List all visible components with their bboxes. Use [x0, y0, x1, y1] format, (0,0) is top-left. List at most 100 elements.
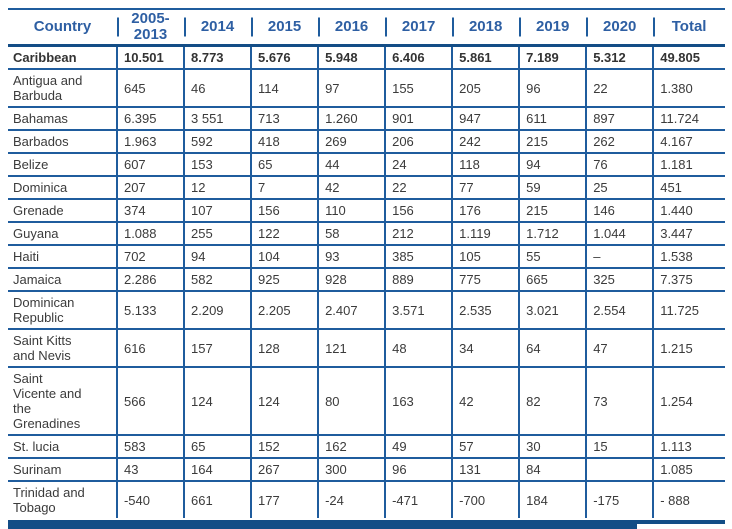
table-row-grenade: Grenade 374 107 156 110 156 176 215 146 1.440: [8, 199, 725, 222]
value-cell: 901: [384, 107, 453, 130]
value-cell: 55: [518, 245, 587, 268]
value-cell: 3 551: [182, 107, 252, 130]
value-cell: 925: [250, 268, 319, 291]
value-cell: 1.440: [652, 199, 725, 222]
value-cell: 6.395: [115, 107, 184, 130]
value-cell: 48: [384, 329, 453, 367]
value-cell: 451: [652, 176, 725, 199]
table-row-guyana: Guyana 1.088 255 122 58 212 1.119 1.712 1.044 3.4…: [8, 222, 725, 245]
value-cell: 30: [518, 435, 587, 458]
value-cell: 1.380: [652, 69, 725, 107]
value-cell: –: [585, 245, 654, 268]
value-cell: 96: [518, 69, 587, 107]
value-cell: 1.963: [115, 130, 184, 153]
value-cell: 583: [115, 435, 184, 458]
table-row-bahamas: Bahamas 6.395 3 551 713 1.260 901 947 611 897 11.…: [8, 107, 725, 130]
table-row-antigua-and-barbuda: Antigua and Barbuda 645 46 114 97 155 205 96 22 1…: [8, 69, 725, 107]
value-cell: 1.260: [317, 107, 386, 130]
value-cell: -175: [585, 481, 654, 518]
value-cell: 8.773: [182, 45, 252, 69]
value-cell: 1.113: [652, 435, 725, 458]
value-cell: 1.254: [652, 367, 725, 435]
column-divider-bar: [184, 17, 186, 37]
value-cell: 207: [115, 176, 184, 199]
value-cell: 184: [518, 481, 587, 518]
country-name-cell: Saint Kitts and Nevis: [13, 333, 72, 363]
country-name-cell: Bahamas: [13, 111, 68, 126]
value-cell: 176: [451, 199, 520, 222]
value-cell: 22: [384, 176, 453, 199]
value-cell: 262: [585, 130, 654, 153]
value-cell: -471: [384, 481, 453, 518]
value-cell: 1.181: [652, 153, 725, 176]
value-cell: 5.312: [585, 45, 654, 69]
column-header-total: Total: [653, 9, 725, 46]
value-cell: 47: [585, 329, 654, 367]
value-cell: 665: [518, 268, 587, 291]
value-cell: 124: [182, 367, 252, 435]
value-cell: 64: [518, 329, 587, 367]
value-cell: 242: [451, 130, 520, 153]
value-cell: 897: [585, 107, 654, 130]
value-cell: 1.119: [451, 222, 520, 245]
value-cell: 385: [384, 245, 453, 268]
table-row-dominica: Dominica 207 12 7 42 22 77 59 25 451: [8, 176, 725, 199]
value-cell: 592: [182, 130, 252, 153]
value-cell: 11.724: [652, 107, 725, 130]
table-bottom-border: [8, 520, 725, 529]
value-cell: 1.712: [518, 222, 587, 245]
value-cell: 11.725: [652, 291, 725, 329]
document-page: Country 2005-2013 2014 2015 2016 2017 2018 2019…: [8, 8, 725, 529]
country-name-cell: Belize: [13, 157, 49, 172]
value-cell: 44: [317, 153, 386, 176]
value-cell: 94: [518, 153, 587, 176]
country-name-cell: Dominica: [13, 180, 68, 195]
value-cell: 215: [518, 130, 587, 153]
value-cell: 325: [585, 268, 654, 291]
value-cell: 947: [451, 107, 520, 130]
value-cell: 1.088: [115, 222, 184, 245]
value-cell: 3.021: [518, 291, 587, 329]
country-name-cell: Barbados: [13, 134, 69, 149]
column-header-country: Country: [8, 9, 117, 46]
column-label: 2020: [603, 18, 637, 35]
value-cell: -700: [451, 481, 520, 518]
value-cell: 1.044: [585, 222, 654, 245]
country-name-cell: Jamaica: [13, 272, 62, 287]
value-cell: 58: [317, 222, 386, 245]
value-cell: 566: [115, 367, 184, 435]
value-cell: 3.447: [652, 222, 725, 245]
column-divider-bar: [251, 17, 254, 37]
value-cell: 122: [250, 222, 319, 245]
value-cell: 2.407: [317, 291, 386, 329]
value-cell: 96: [384, 458, 453, 481]
value-cell: 77: [451, 176, 520, 199]
value-cell: 269: [317, 130, 386, 153]
value-cell: 611: [518, 107, 587, 130]
column-label: 2019: [535, 18, 570, 35]
column-header-2014: 2014: [184, 9, 251, 46]
value-cell: 255: [182, 222, 252, 245]
value-cell: 2.286: [115, 268, 184, 291]
column-header-2016: 2016: [318, 9, 385, 46]
column-divider-bar: [385, 17, 388, 37]
column-divider-bar: [653, 17, 656, 37]
value-cell: 775: [451, 268, 520, 291]
value-cell: 4.167: [652, 130, 725, 153]
table-row-dominican-republic: Dominican Republic 5.133 2.209 2.205 2.407 3.…: [8, 291, 725, 329]
value-cell: 7: [250, 176, 319, 199]
country-name-cell: Haiti: [13, 249, 40, 264]
value-cell: 121: [317, 329, 386, 367]
value-cell: 1.538: [652, 245, 725, 268]
value-cell: 163: [384, 367, 453, 435]
column-header-2018: 2018: [452, 9, 519, 46]
column-header-2017: 2017: [385, 9, 452, 46]
country-name-cell: Dominican Republic: [13, 295, 75, 325]
value-cell: 162: [317, 435, 386, 458]
column-label: 2005-2013: [131, 10, 170, 43]
value-cell: 6.406: [384, 45, 453, 69]
value-cell: 146: [585, 199, 654, 222]
table-row-belize: Belize 607 153 65 44 24 118 94 76 1.181: [8, 153, 725, 176]
value-cell: 206: [384, 130, 453, 153]
value-cell: 1.085: [652, 458, 725, 481]
